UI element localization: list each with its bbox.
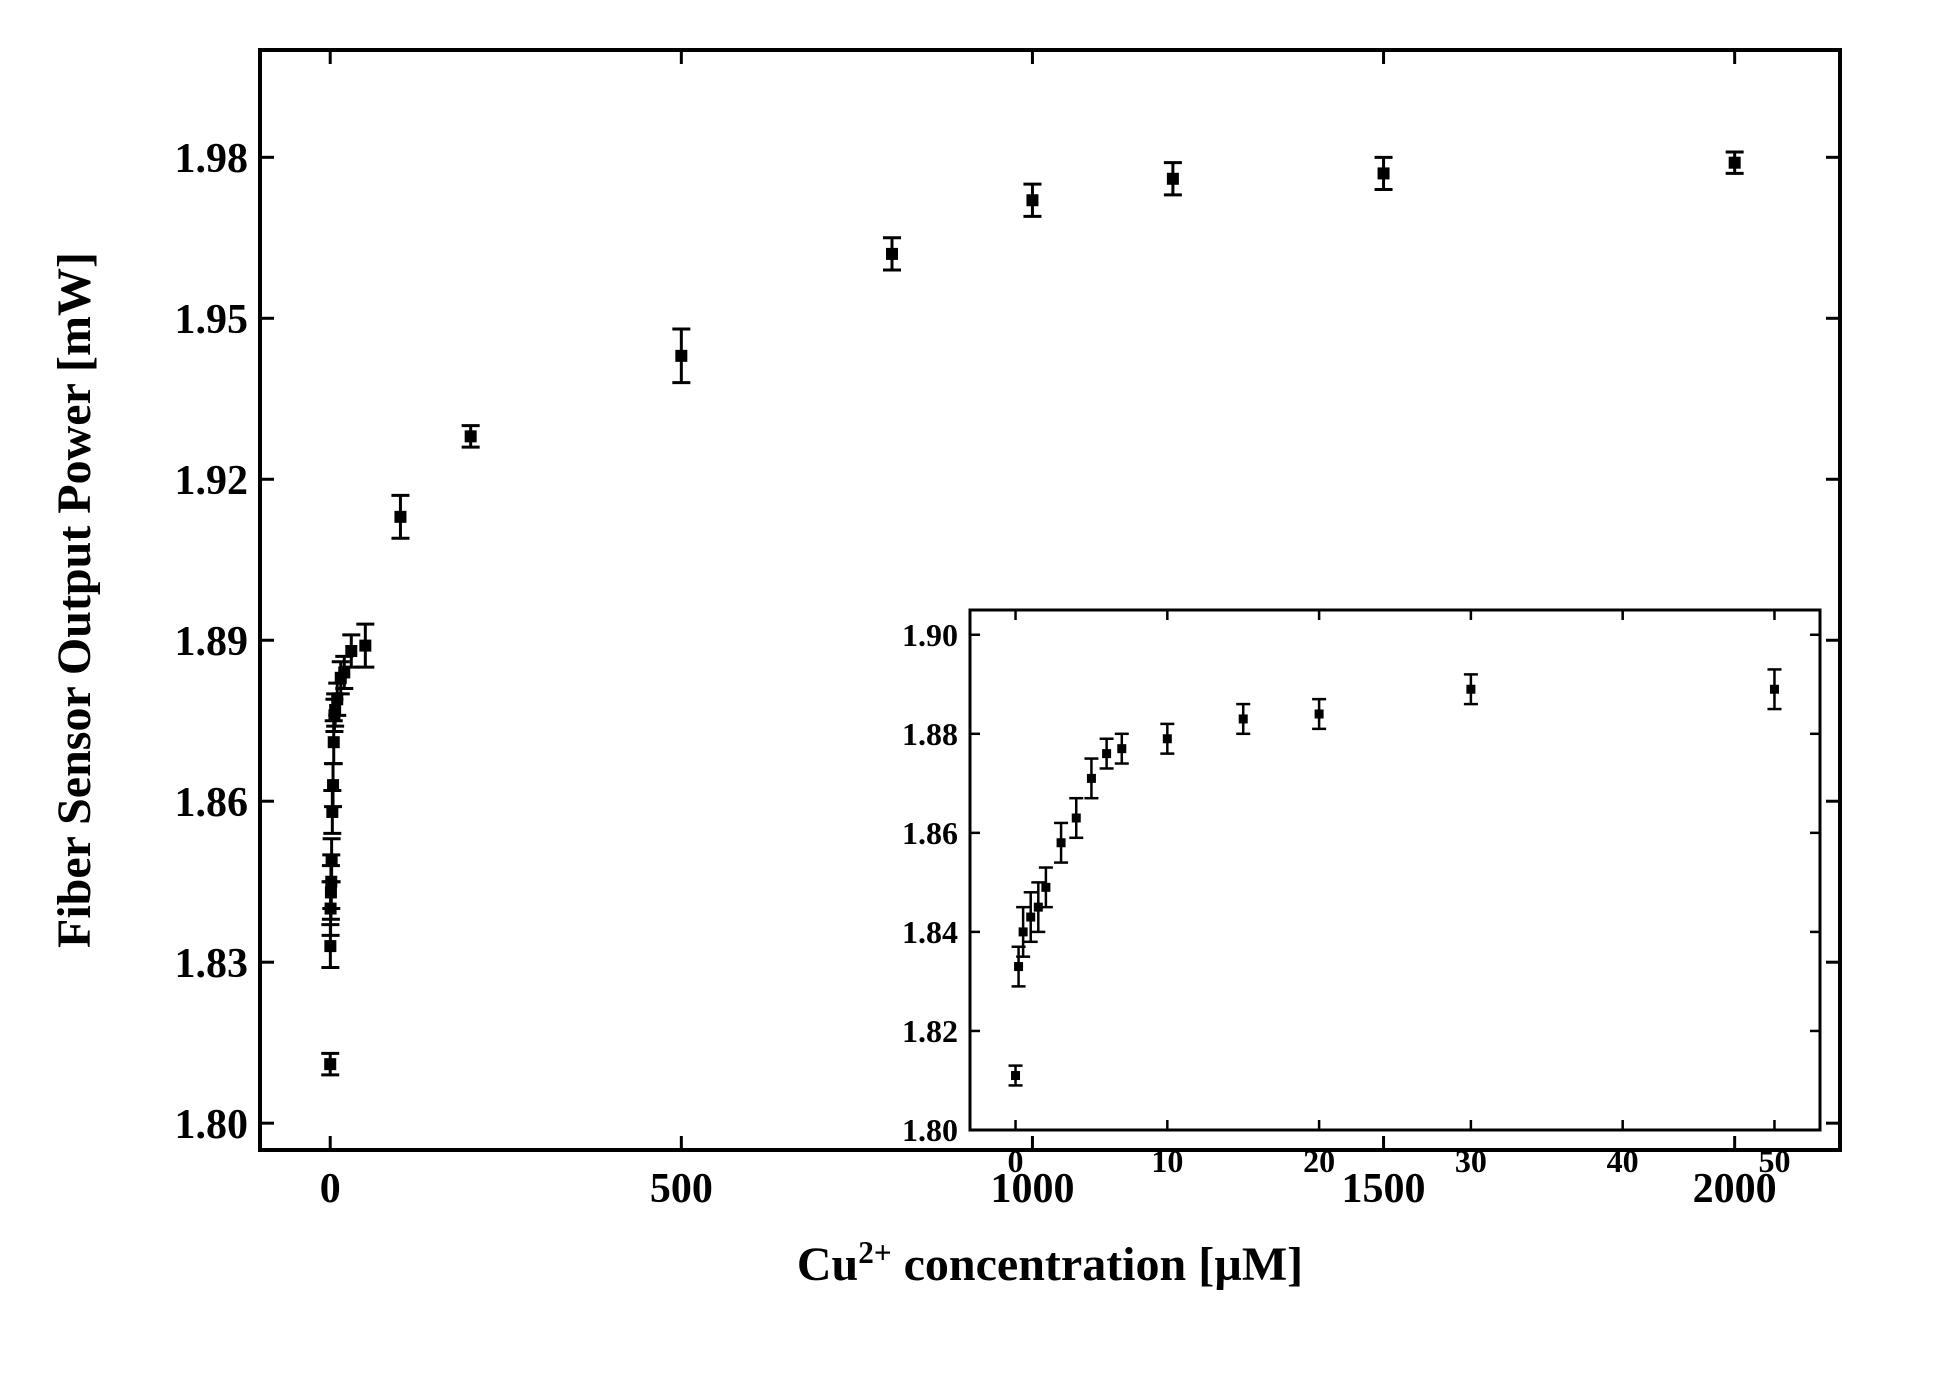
x-axis-label: Cu2+ concentration [µM] — [797, 1235, 1303, 1291]
x-tick-label: 500 — [650, 1166, 713, 1212]
x-tick-label: 0 — [1008, 1143, 1024, 1179]
y-tick-label: 1.90 — [902, 617, 958, 653]
x-tick-label: 0 — [320, 1166, 341, 1212]
y-tick-label: 1.89 — [175, 619, 249, 665]
y-tick-label: 1.86 — [902, 815, 958, 851]
y-tick-label: 1.80 — [902, 1112, 958, 1148]
x-tick-label: 40 — [1607, 1143, 1639, 1179]
y-tick-label: 1.98 — [175, 136, 249, 182]
y-tick-label: 1.86 — [175, 780, 249, 826]
x-tick-label: 1500 — [1342, 1166, 1426, 1212]
x-tick-label: 20 — [1303, 1143, 1335, 1179]
y-tick-label: 1.83 — [175, 941, 249, 987]
x-tick-label: 30 — [1455, 1143, 1487, 1179]
y-axis-label: Fiber Sensor Output Power [mW] — [48, 252, 101, 948]
y-tick-label: 1.84 — [902, 914, 958, 950]
y-tick-label: 1.80 — [175, 1102, 249, 1148]
y-tick-label: 1.95 — [175, 297, 249, 343]
figure-container: 05001000150020001.801.831.861.891.921.95… — [0, 0, 1942, 1378]
x-tick-label: 10 — [1151, 1143, 1183, 1179]
x-tick-label: 1000 — [990, 1166, 1074, 1212]
y-tick-label: 1.92 — [175, 458, 249, 504]
x-tick-label: 50 — [1758, 1143, 1790, 1179]
figure-svg: 05001000150020001.801.831.861.891.921.95… — [0, 0, 1942, 1378]
y-tick-label: 1.82 — [902, 1013, 958, 1049]
y-tick-label: 1.88 — [902, 716, 958, 752]
